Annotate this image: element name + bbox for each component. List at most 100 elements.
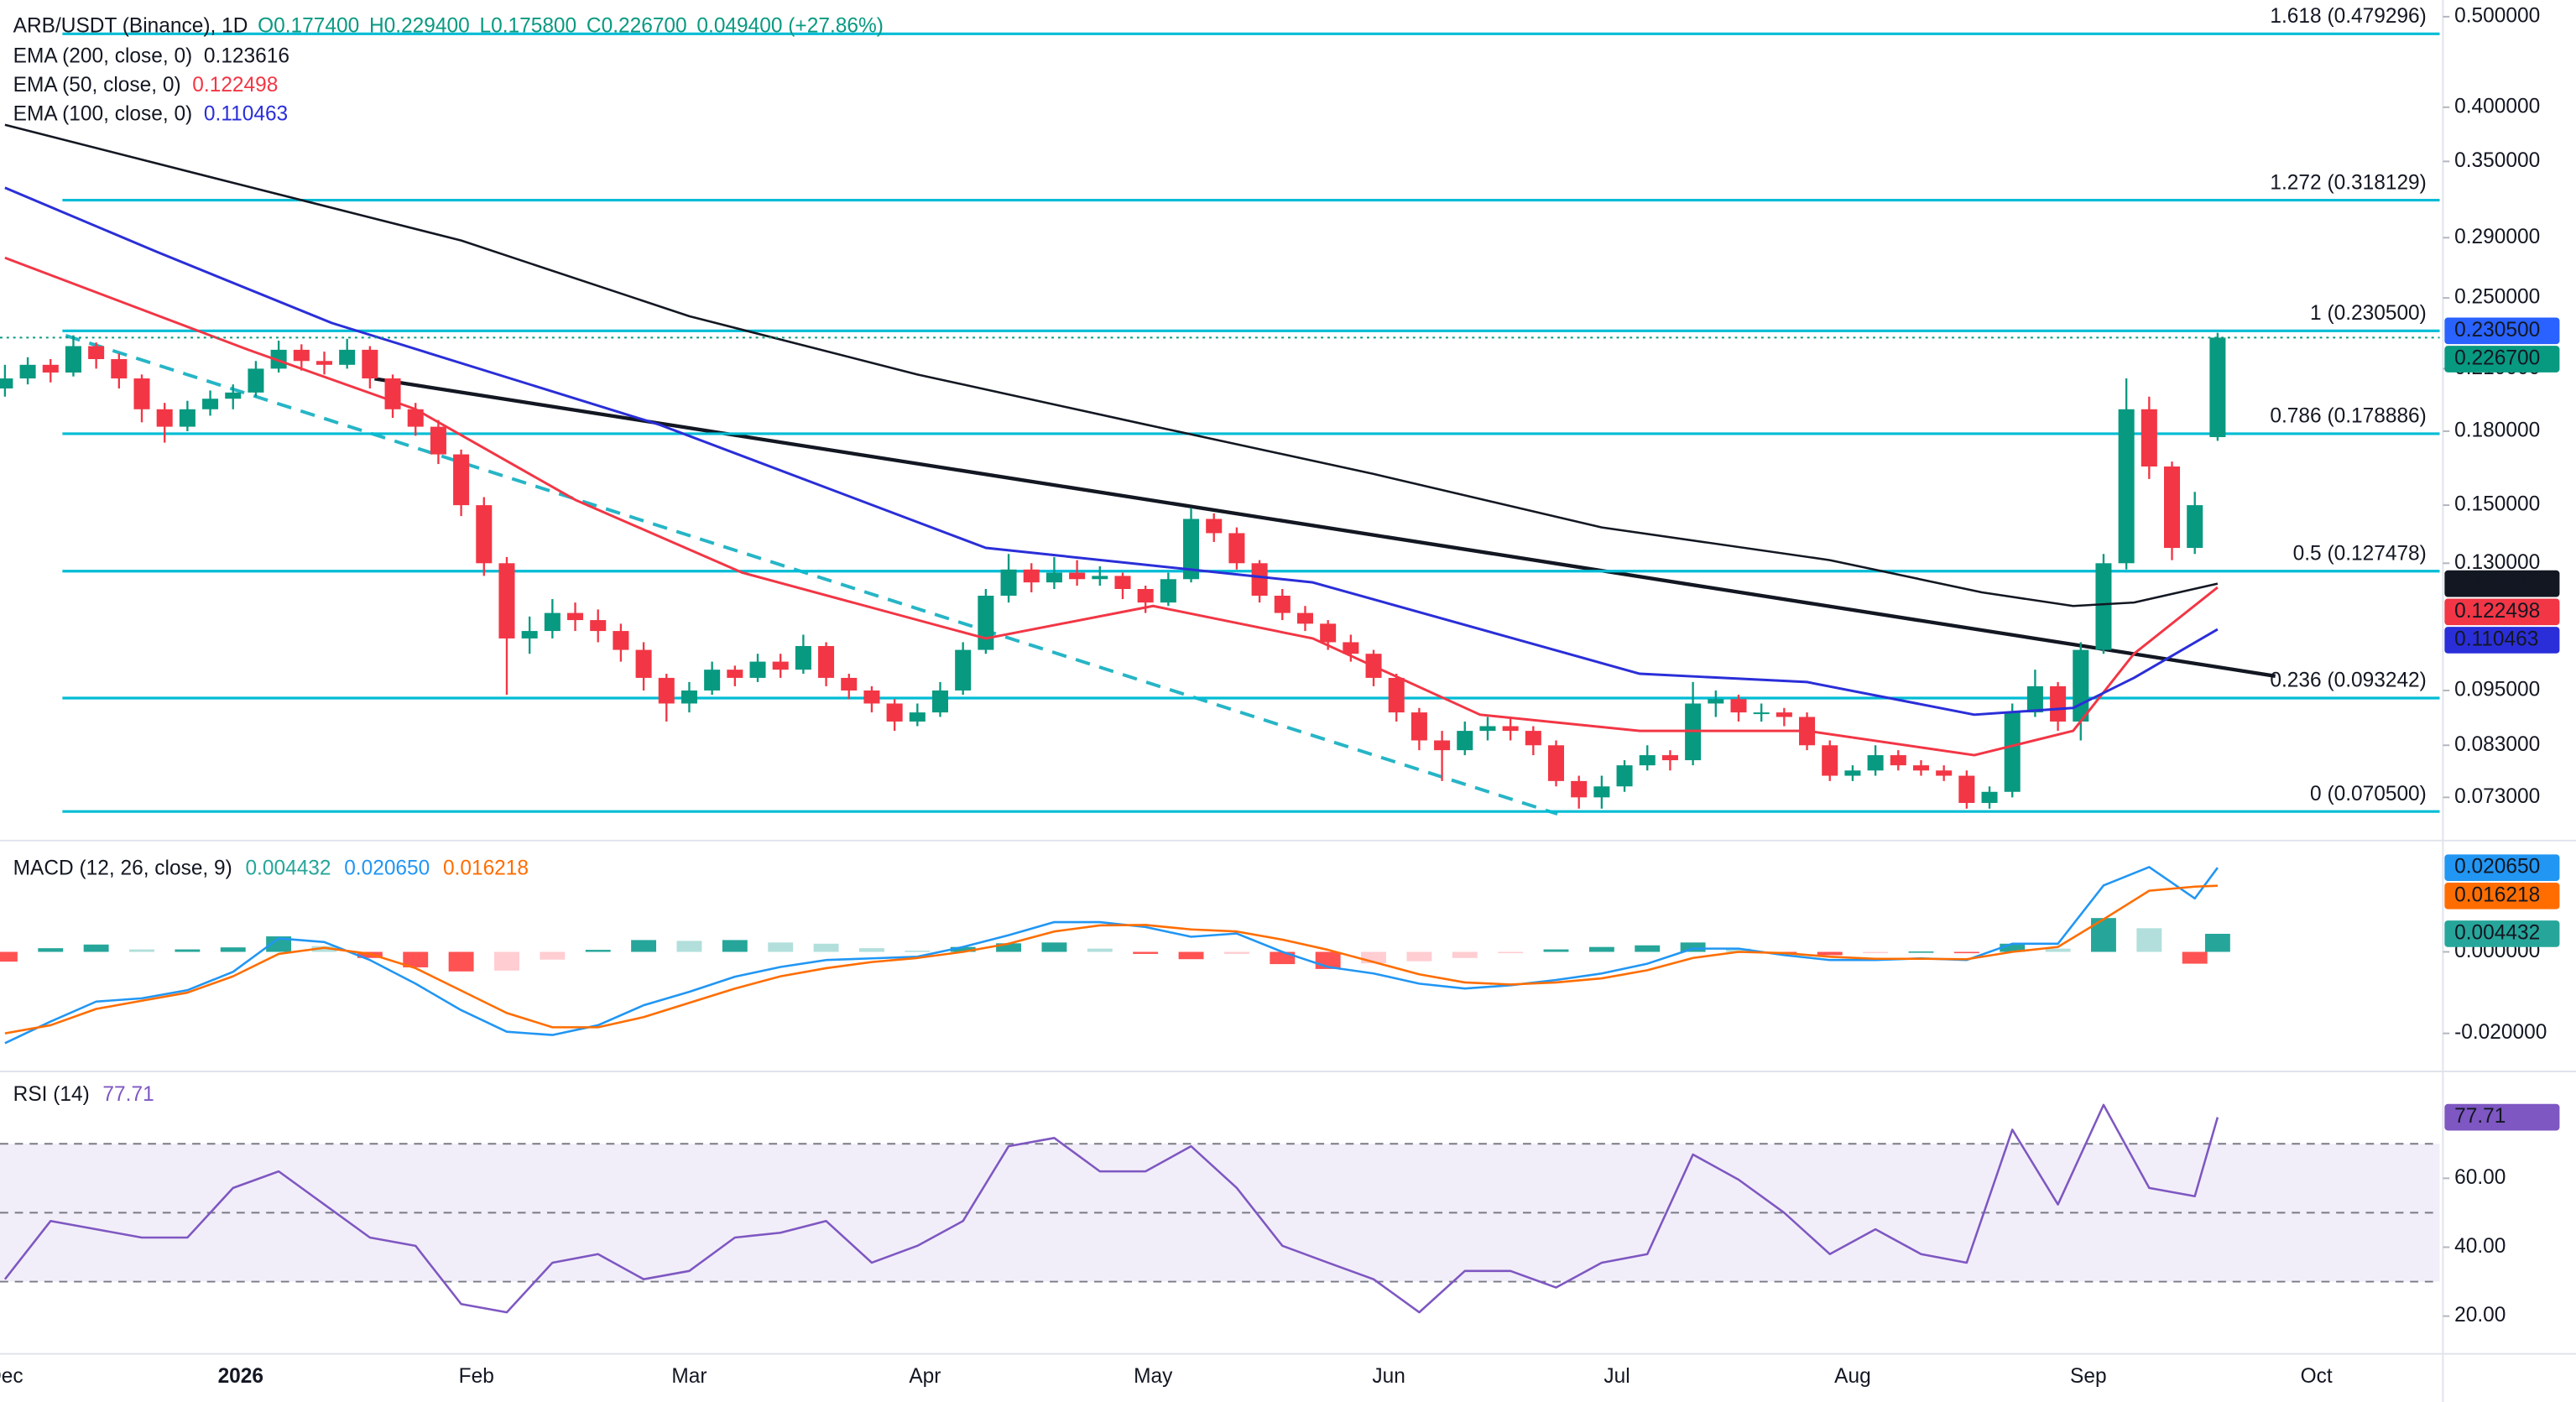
candle-body (384, 378, 401, 409)
histogram-bar (129, 949, 154, 952)
histogram-bar (676, 941, 702, 952)
price-badge-label: 77.71 (2454, 1105, 2506, 1128)
candle-body (111, 359, 128, 379)
x-tick-label: Dec (0, 1365, 23, 1388)
histogram-bar (1133, 951, 1159, 954)
candle-body (772, 661, 789, 670)
price-badge-label: 0.016218 (2454, 883, 2540, 906)
candle-body (795, 645, 811, 670)
indicator-title: RSI (14) (13, 1082, 90, 1105)
histogram-bar (1041, 942, 1067, 952)
histogram-bar (1635, 945, 1661, 952)
candle-body (1730, 699, 1747, 713)
x-tick-label: Jun (1372, 1365, 1405, 1388)
candle-body (362, 349, 378, 379)
candle-body (2050, 685, 2067, 722)
x-tick-label: Aug (1834, 1365, 1871, 1388)
price-badge (2444, 854, 2560, 882)
y-tick-label: 40.00 (2454, 1235, 2506, 1258)
candle-body (727, 670, 743, 678)
legend-value: 0.123616 (204, 44, 289, 67)
histogram-bar (540, 951, 566, 960)
candle-body (1571, 780, 1588, 798)
candle-body (88, 346, 105, 360)
price-badge-label: 0.122498 (2454, 600, 2540, 623)
price-badge (2444, 346, 2560, 373)
histogram-bar (1863, 951, 1889, 954)
candle-body (2118, 409, 2135, 564)
histogram-bar (83, 944, 109, 952)
price-badge-label: 0.226700 (2454, 347, 2540, 369)
histogram-bar (1498, 951, 1524, 954)
y-tick-label: 20.00 (2454, 1304, 2506, 1326)
legend-entry: EMA (200, close, 0) 0.123616 (13, 44, 289, 67)
candle-body (2026, 685, 2043, 713)
histogram-bar (1223, 951, 1249, 954)
ohlc-value: O0.177400 (258, 14, 359, 37)
candle-body (1502, 726, 1519, 732)
candle-body (156, 409, 173, 427)
price-badge-label: 0.004432 (2454, 921, 2540, 944)
candle-body (202, 399, 219, 409)
x-tick-label: Feb (459, 1365, 494, 1388)
indicator-line (4, 884, 2218, 1035)
candle-body (42, 364, 59, 373)
legend-value: 0.110463 (204, 102, 288, 125)
histogram-bar (266, 936, 292, 952)
fib-level-label: 1 (0.230500) (2310, 302, 2427, 325)
histogram-bar (1178, 951, 1204, 960)
histogram-bar (38, 948, 64, 952)
candle-body (1206, 519, 1223, 534)
indicator-line (4, 256, 2219, 757)
histogram-bar (1908, 951, 1934, 953)
candle-body (248, 368, 264, 393)
candle-body (2095, 563, 2112, 650)
indicator-title: MACD (12, 26, close, 9) (13, 857, 232, 879)
histogram-bar (950, 946, 976, 952)
histogram-bar (996, 943, 1022, 952)
candle-body (2209, 337, 2226, 437)
chart-title: ARB/USDT (Binance), 1D (13, 14, 248, 37)
candle-body (1844, 770, 1861, 776)
legend-value: 77.71 (102, 1082, 154, 1105)
x-tick-label: Oct (2301, 1365, 2333, 1388)
candle-body (1114, 576, 1131, 590)
histogram-bar (448, 951, 474, 972)
candle-body (658, 677, 675, 704)
histogram-bar (2204, 933, 2230, 952)
candle-body (0, 378, 13, 388)
candle-body (1867, 755, 1884, 771)
x-tick-label: Apr (909, 1365, 941, 1388)
candle-body (521, 631, 538, 638)
candle-body (407, 409, 424, 427)
y-tick-label: 0.083000 (2454, 733, 2540, 756)
candle-body (567, 612, 584, 621)
ohlc-value: C0.226700 (587, 14, 687, 37)
histogram-bar (494, 951, 519, 971)
candle-body (1753, 712, 1770, 715)
candle-body (2141, 409, 2157, 467)
x-tick-label: Sep (2070, 1365, 2107, 1388)
candle-body (2073, 649, 2089, 722)
price-badge (2444, 570, 2560, 597)
candle-body (1616, 765, 1633, 787)
histogram-bar (311, 946, 337, 952)
histogram-bar (585, 950, 611, 952)
candle-body (1343, 642, 1359, 654)
histogram-bar (2182, 951, 2208, 964)
histogram-bar (722, 940, 748, 952)
price-badge-label: 0.123616 (2454, 571, 2540, 594)
indicator-legend: RSI (14) 77.71 (13, 1082, 154, 1105)
legend-entry: EMA (50, close, 0) 0.122498 (13, 73, 279, 96)
y-tick-label: 60.00 (2454, 1166, 2506, 1189)
candle-body (293, 349, 310, 362)
candle-body (613, 631, 629, 650)
x-tick-label: May (1134, 1365, 1173, 1388)
candle-body (1000, 569, 1017, 597)
price-badge-label: 0.230500 (2454, 319, 2540, 341)
candle-body (2164, 466, 2181, 549)
y-tick-label: 0.130000 (2454, 551, 2540, 574)
fib-level-label: 0.786 (0.178886) (2270, 405, 2426, 428)
